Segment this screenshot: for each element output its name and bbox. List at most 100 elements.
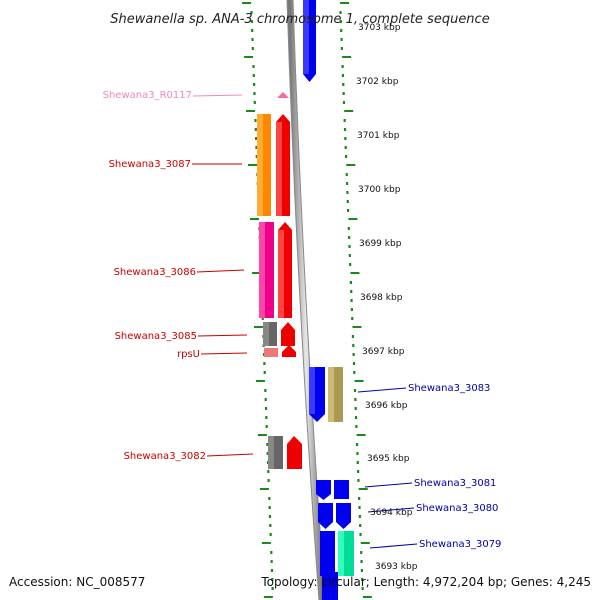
accession-text: Accession: NC_008577 [9,575,145,589]
scale-label: 3701 kbp [357,131,400,141]
scale-label: 3698 kbp [360,293,403,303]
ruler-dash [266,452,269,455]
ruler-dash [244,56,254,58]
ruler-dash [343,128,347,131]
ruler-dash [253,101,256,104]
ruler-dash [350,299,353,302]
ruler-dash [249,218,259,220]
gene-arrow-3085[interactable] [281,322,295,346]
gene-arrow-3081a[interactable] [316,480,331,500]
ruler-dash [248,164,258,166]
ruler-dash [358,488,368,490]
ruler-dash [357,479,360,482]
ruler-dash [361,587,364,590]
ruler-dash [264,407,268,410]
ruler-dash [340,47,344,50]
ruler-dash [343,119,346,122]
ruler-dash [352,326,362,328]
ruler-dash [341,65,344,68]
gene-label-3079[interactable]: Shewana3_3079 [419,539,501,550]
ruler-dash [339,20,342,23]
gene-arrow-3080b[interactable] [336,503,351,529]
ruler-dash [353,389,357,392]
scale-label: 3700 kbp [358,185,401,195]
ruler-dash [346,164,356,166]
ruler-dash [268,497,271,500]
gene-block-bottom-blue[interactable] [322,572,338,600]
ruler-dash [342,83,345,86]
ruler-dash [361,578,364,581]
ruler-dash [259,488,269,490]
gene-label-3087[interactable]: Shewana3_3087 [109,159,191,170]
chart-title: Shewanella sp. ANA-3 chromosome 1, compl… [110,12,489,27]
ruler-dash [356,452,359,455]
gene-block-3079a[interactable] [320,531,335,576]
ruler-dash [340,2,350,4]
ruler-dash [351,317,354,320]
ruler-dash [351,335,355,338]
gene-label-3081[interactable]: Shewana3_3081 [414,478,496,489]
ruler-dash [354,380,364,382]
gene-block-rpsu[interactable] [264,348,278,357]
ruler-dash [263,596,273,598]
ruler-dash [251,47,254,50]
ruler-dash [358,515,361,518]
ruler-dash [360,569,364,572]
ruler-dash [356,461,359,464]
ruler-dash [360,551,363,554]
gene-label-3085[interactable]: Shewana3_3085 [115,331,197,342]
ruler-dash [251,272,261,274]
ruler-dash [266,443,269,446]
gene-label-r0117[interactable]: Shewana3_R0117 [103,90,192,101]
ruler-dash [268,515,272,518]
ruler-dash [347,227,350,230]
gene-arrow-rpsu[interactable] [282,345,296,357]
gene-arrow-3082[interactable] [287,436,302,469]
ruler-dash [346,191,349,194]
gene-label-3080[interactable]: Shewana3_3080 [416,503,498,514]
gene-label-3086[interactable]: Shewana3_3086 [114,267,196,278]
ruler-dash [344,155,348,158]
ruler-dash [354,398,357,401]
leader-lines [192,94,418,549]
ruler-dash [349,281,352,284]
ruler-dash [263,371,266,374]
ruler-dash [347,209,350,212]
ruler-dash [267,470,270,473]
ruler-dash [271,578,274,581]
ruler-dash [254,128,257,131]
ruler-dash [345,182,349,185]
ruler-dash [265,416,268,419]
ruler-dash [358,506,361,509]
ruler-dash [350,290,353,293]
ruler-dash [269,524,272,527]
ruler-dash [342,56,352,58]
ruler-dash [250,20,253,23]
ruler-dash [342,92,345,95]
ruler-dash [359,533,362,536]
ruler-dash [251,38,254,41]
topology-summary: Topology: circular; Length: 4,972,204 bp… [260,575,591,589]
gene-block-3081[interactable] [334,480,349,499]
ruler-dash [261,317,264,320]
gene-label-3083[interactable]: Shewana3_3083 [408,383,490,394]
gene-arrow-r0117[interactable] [277,92,289,98]
ruler-dash [251,29,254,32]
ruler-dash [253,92,256,95]
ruler-dash [356,434,366,436]
ruler-dash [255,155,258,158]
ruler-dash [352,353,355,356]
ruler-dash [269,533,272,536]
ruler-dash [358,497,361,500]
gene-arrow-3080a[interactable] [318,503,333,529]
scale-label: 3693 kbp [375,562,418,572]
ruler-dash [353,371,356,374]
gene-label-rpsu[interactable]: rpsU [177,349,200,360]
ruler-dash [355,443,359,446]
ruler-dash [253,83,256,86]
scale-label: 3697 kbp [362,347,405,357]
ruler-dash [344,137,347,140]
ruler-dash [253,326,263,328]
ruler-dash [263,362,266,365]
gene-label-3082[interactable]: Shewana3_3082 [124,451,206,462]
